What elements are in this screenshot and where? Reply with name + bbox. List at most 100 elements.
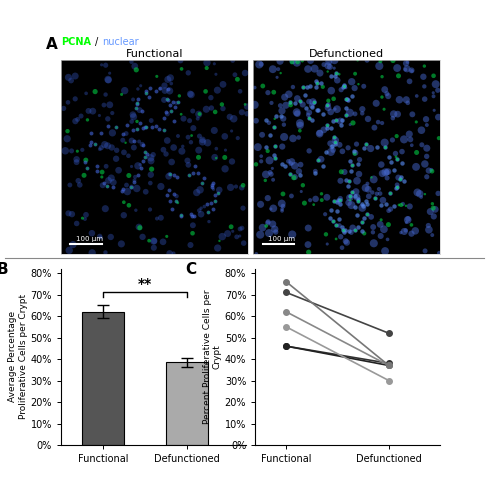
Point bbox=[195, 206, 203, 214]
Point bbox=[326, 124, 334, 132]
Point bbox=[419, 73, 427, 81]
Point bbox=[386, 158, 394, 166]
Point bbox=[346, 196, 353, 204]
Point bbox=[359, 214, 367, 222]
Point bbox=[194, 146, 202, 154]
Point bbox=[324, 100, 332, 108]
Point bbox=[188, 222, 196, 230]
Point bbox=[323, 121, 330, 129]
Point bbox=[296, 98, 304, 106]
Point bbox=[129, 113, 137, 121]
Point bbox=[352, 177, 360, 185]
Point bbox=[185, 116, 193, 124]
Point bbox=[261, 176, 269, 184]
Point bbox=[163, 232, 170, 240]
Point bbox=[368, 223, 376, 231]
Point bbox=[206, 199, 214, 207]
Point bbox=[351, 149, 359, 157]
Point bbox=[127, 162, 135, 170]
Point bbox=[96, 145, 103, 153]
Point bbox=[386, 205, 394, 213]
Point bbox=[99, 181, 106, 189]
Point bbox=[336, 177, 344, 185]
Point bbox=[329, 95, 337, 103]
Point bbox=[123, 188, 131, 196]
Point bbox=[66, 181, 74, 189]
Point bbox=[309, 98, 317, 106]
Point bbox=[160, 126, 167, 134]
Point bbox=[172, 99, 180, 107]
Point bbox=[307, 102, 315, 110]
Point bbox=[130, 176, 138, 184]
Point bbox=[241, 100, 248, 108]
Point bbox=[203, 58, 210, 66]
Point bbox=[350, 150, 358, 158]
Point bbox=[372, 142, 380, 150]
Point bbox=[310, 64, 318, 72]
Point bbox=[291, 98, 299, 106]
Point bbox=[228, 56, 236, 64]
Point bbox=[353, 197, 361, 205]
Point bbox=[324, 58, 332, 66]
Point bbox=[350, 110, 358, 118]
Point bbox=[305, 196, 313, 204]
Point bbox=[156, 85, 163, 93]
Point bbox=[362, 140, 369, 148]
Point bbox=[336, 196, 344, 203]
Point bbox=[61, 147, 69, 155]
Point bbox=[289, 174, 297, 182]
Point bbox=[101, 204, 109, 212]
Point bbox=[367, 188, 375, 196]
Point bbox=[74, 116, 81, 124]
Point bbox=[115, 166, 122, 174]
Point bbox=[298, 57, 305, 65]
Point bbox=[219, 80, 226, 88]
Point bbox=[336, 196, 344, 203]
Point bbox=[354, 80, 362, 88]
Point bbox=[269, 88, 277, 96]
Point bbox=[74, 177, 82, 185]
Point bbox=[381, 168, 388, 176]
Point bbox=[109, 178, 117, 186]
Point bbox=[270, 115, 278, 123]
Point bbox=[391, 153, 399, 161]
Point bbox=[82, 211, 90, 219]
Point bbox=[194, 170, 202, 177]
Point bbox=[212, 70, 220, 78]
Point bbox=[295, 126, 303, 134]
Point bbox=[319, 60, 327, 68]
Point bbox=[131, 173, 139, 181]
Point bbox=[165, 250, 173, 258]
Point bbox=[276, 102, 284, 110]
Point bbox=[177, 211, 185, 219]
Point bbox=[151, 87, 159, 95]
Point bbox=[160, 114, 167, 122]
Point bbox=[132, 104, 140, 112]
Point bbox=[352, 210, 360, 218]
Point bbox=[417, 126, 425, 134]
Point bbox=[323, 194, 330, 202]
Point bbox=[385, 189, 393, 197]
Point bbox=[348, 162, 356, 170]
Point bbox=[186, 90, 194, 98]
Point bbox=[122, 138, 129, 146]
Point bbox=[337, 86, 345, 94]
Point bbox=[138, 140, 146, 148]
Point bbox=[336, 117, 344, 125]
Point bbox=[311, 195, 319, 203]
Point bbox=[168, 206, 176, 214]
Point bbox=[422, 121, 430, 129]
Point bbox=[326, 148, 334, 156]
Point bbox=[271, 142, 279, 150]
Point bbox=[119, 184, 126, 192]
Point bbox=[426, 208, 433, 216]
Point bbox=[346, 157, 353, 165]
Point bbox=[142, 90, 150, 98]
Point bbox=[210, 60, 218, 68]
Point bbox=[344, 198, 352, 206]
Point bbox=[133, 118, 141, 126]
Point bbox=[160, 126, 167, 134]
Point bbox=[86, 129, 94, 137]
Point bbox=[141, 153, 149, 161]
Point bbox=[401, 202, 409, 210]
